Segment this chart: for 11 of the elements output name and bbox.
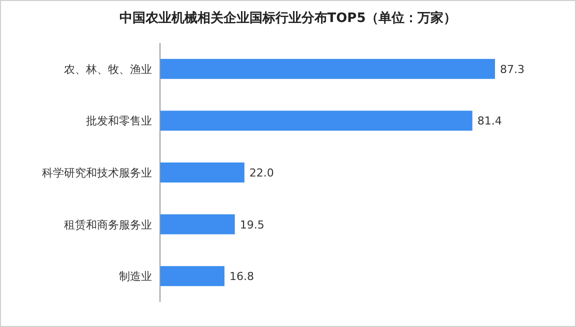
data-label: 19.5 bbox=[240, 218, 264, 232]
data-label: 22.0 bbox=[249, 166, 274, 180]
y-tick-label: 批发和零售业 bbox=[86, 114, 152, 128]
y-tick-label: 制造业 bbox=[119, 270, 152, 284]
y-tick-label: 农、林、牧、渔业 bbox=[64, 62, 152, 76]
y-tick-label: 租赁和商务服务业 bbox=[64, 218, 152, 232]
data-label: 81.4 bbox=[477, 114, 502, 128]
y-tick-label: 科学研究和技术服务业 bbox=[42, 166, 152, 180]
chart-title: 中国农业机械相关企业国标行业分布TOP5（单位：万家） bbox=[119, 10, 457, 26]
data-label: 16.8 bbox=[229, 270, 254, 284]
data-label: 87.3 bbox=[500, 62, 524, 76]
